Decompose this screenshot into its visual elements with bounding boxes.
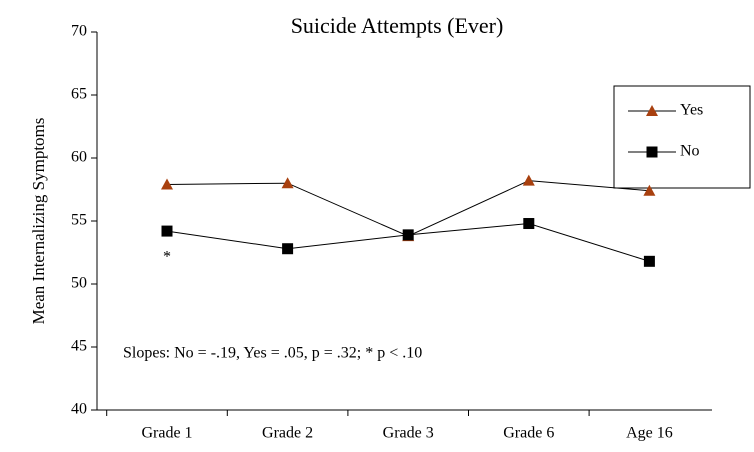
marker — [402, 229, 414, 241]
marker — [282, 243, 294, 255]
marker — [646, 105, 658, 116]
x-tick-label: Grade 6 — [503, 425, 554, 442]
series-line — [166, 180, 650, 237]
legend-label: No — [680, 143, 700, 160]
y-tick-label: 50 — [71, 275, 87, 292]
y-tick-label: 40 — [71, 401, 87, 418]
y-tick-label: 45 — [71, 338, 87, 355]
marker — [523, 218, 535, 230]
y-axis-label: Mean Internalizing Symptoms — [29, 118, 48, 325]
marker — [281, 177, 294, 189]
marker — [161, 178, 173, 190]
marker — [522, 174, 535, 186]
marker — [161, 225, 173, 237]
marker — [643, 255, 655, 267]
legend-label: Yes — [680, 102, 703, 119]
annotation: Slopes: No = -.19, Yes = .05, p = .32; *… — [123, 345, 422, 362]
x-tick-label: Grade 2 — [262, 425, 313, 442]
y-tick-label: 65 — [71, 86, 87, 103]
legend-box — [613, 85, 751, 189]
marker — [646, 146, 658, 158]
marker — [643, 184, 656, 196]
series-line — [166, 223, 650, 262]
y-tick-label: 70 — [71, 23, 87, 40]
x-tick-label: Grade 1 — [141, 425, 192, 442]
y-tick-label: 55 — [71, 212, 87, 229]
chart-title: Suicide Attempts (Ever) — [291, 13, 504, 38]
x-tick-label: Grade 3 — [383, 425, 434, 442]
annotation: * — [163, 249, 171, 266]
y-tick-label: 60 — [71, 149, 87, 166]
x-tick-label: Age 16 — [626, 425, 673, 442]
